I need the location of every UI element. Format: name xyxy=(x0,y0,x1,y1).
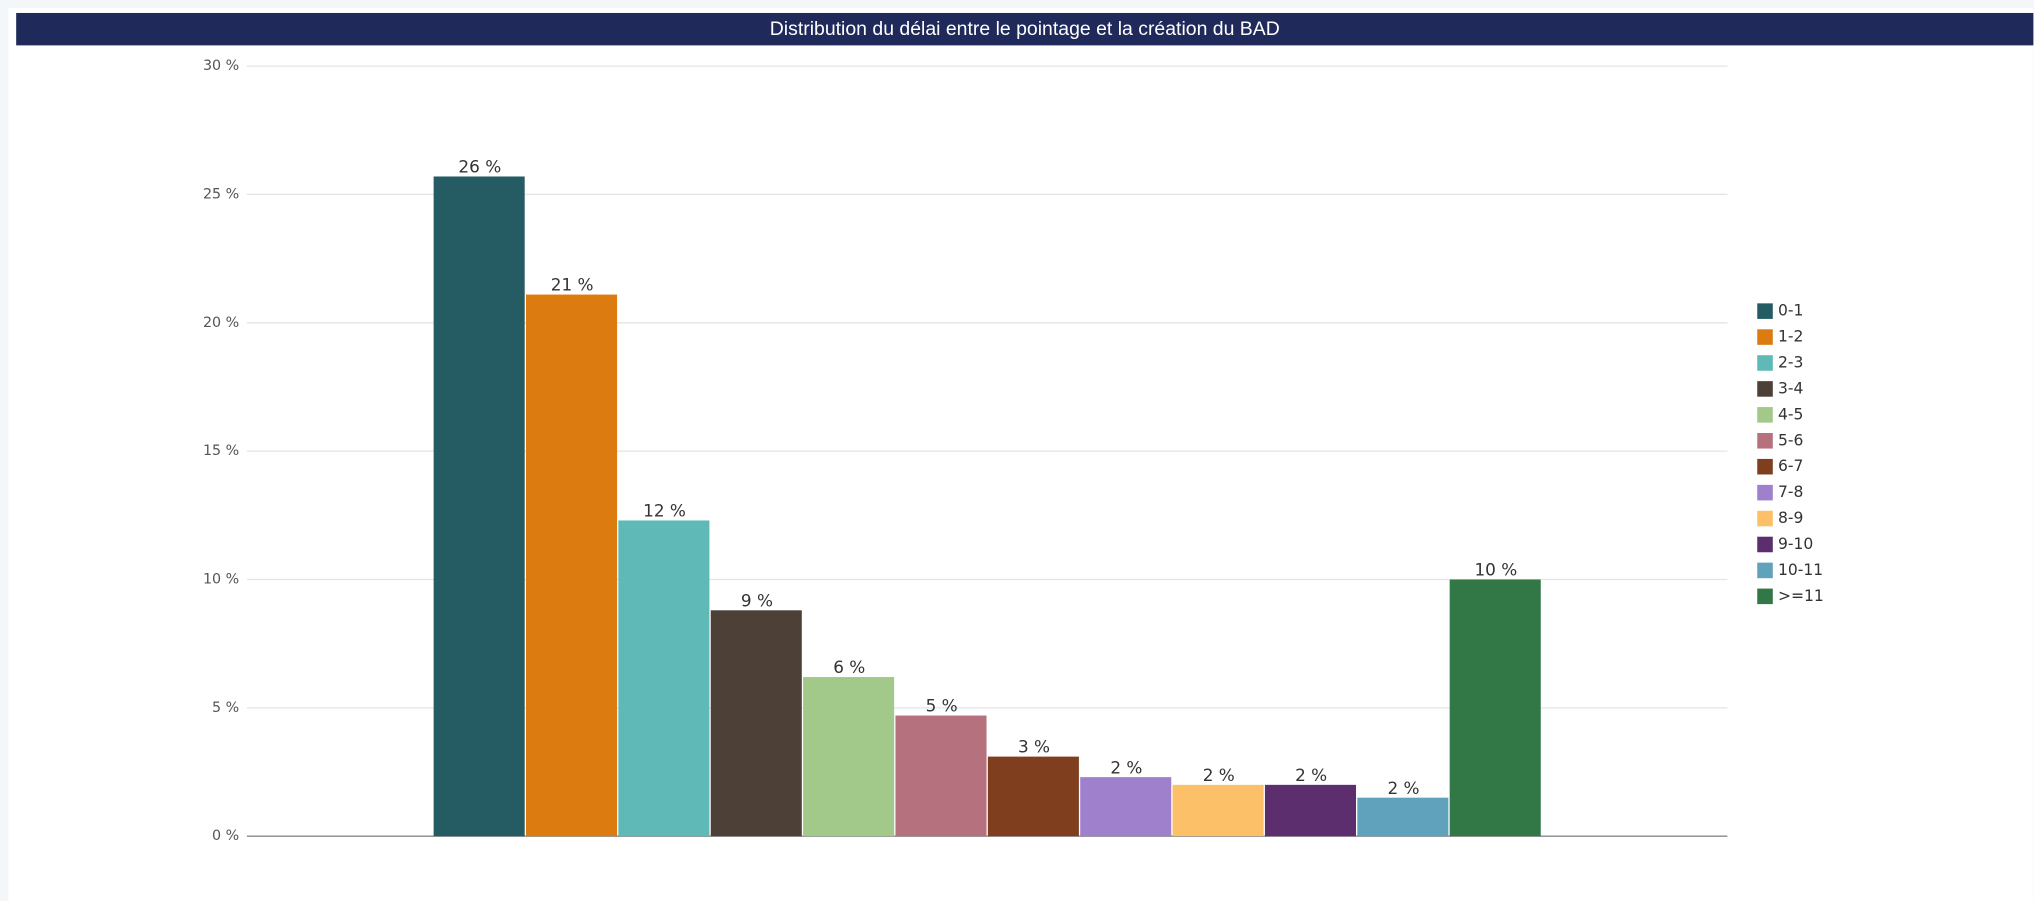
legend-swatch xyxy=(1757,355,1773,371)
legend-swatch xyxy=(1757,458,1773,475)
legend-label: 2-3 xyxy=(1778,353,1803,371)
legend-label: 4-5 xyxy=(1778,405,1803,423)
bar xyxy=(1172,784,1264,837)
legend-swatch xyxy=(1757,381,1773,397)
bar xyxy=(525,294,618,837)
bar xyxy=(1449,579,1541,837)
title-bar xyxy=(16,12,2034,46)
chart-title: Distribution du délai entre le pointage … xyxy=(770,18,1280,40)
legend-label: 1-2 xyxy=(1778,328,1803,346)
y-tick-label: 10 % xyxy=(203,571,239,587)
y-tick-label: 5 % xyxy=(212,700,239,716)
bar xyxy=(1357,797,1449,837)
value-label: 3 % xyxy=(1018,737,1050,757)
legend-label: 9-10 xyxy=(1778,535,1813,553)
y-tick-label: 25 % xyxy=(203,186,239,202)
chart-background xyxy=(8,7,2034,901)
bar xyxy=(1264,784,1357,837)
value-label: 12 % xyxy=(643,501,686,521)
legend-swatch xyxy=(1757,329,1773,345)
legend-swatch xyxy=(1757,510,1773,527)
y-tick-label: 0 % xyxy=(212,828,239,844)
legend-swatch xyxy=(1757,536,1773,553)
bar xyxy=(433,176,525,837)
value-label: 2 % xyxy=(1387,778,1419,798)
bar xyxy=(987,756,1079,837)
value-label: 6 % xyxy=(833,657,865,677)
legend-swatch xyxy=(1757,484,1773,501)
legend-swatch xyxy=(1757,432,1773,449)
legend-label: 10-11 xyxy=(1778,561,1823,579)
y-tick-label: 15 % xyxy=(203,443,239,459)
legend-label: 7-8 xyxy=(1778,483,1803,501)
value-label: 2 % xyxy=(1295,765,1327,785)
value-label: 9 % xyxy=(741,590,773,610)
legend-label: 5-6 xyxy=(1778,431,1803,449)
legend-label: 8-9 xyxy=(1778,509,1803,527)
bar xyxy=(803,677,895,837)
bar xyxy=(1080,777,1172,837)
value-label: 5 % xyxy=(926,696,958,716)
value-label: 10 % xyxy=(1474,560,1517,580)
value-label: 2 % xyxy=(1110,757,1142,777)
bar xyxy=(895,715,987,837)
legend-label: 0-1 xyxy=(1778,302,1803,320)
value-label: 26 % xyxy=(458,157,501,177)
legend-swatch xyxy=(1757,588,1773,605)
legend-label: 6-7 xyxy=(1778,457,1803,475)
bar xyxy=(618,520,710,837)
legend-swatch xyxy=(1757,303,1773,319)
bar xyxy=(710,610,802,837)
legend-swatch xyxy=(1757,407,1773,423)
value-label: 2 % xyxy=(1203,765,1235,785)
y-tick-label: 20 % xyxy=(203,315,239,331)
legend-label: >=11 xyxy=(1778,587,1824,605)
legend-swatch xyxy=(1757,562,1773,579)
y-tick-label: 30 % xyxy=(203,58,239,74)
value-label: 21 % xyxy=(551,275,594,295)
legend-label: 3-4 xyxy=(1778,379,1804,397)
